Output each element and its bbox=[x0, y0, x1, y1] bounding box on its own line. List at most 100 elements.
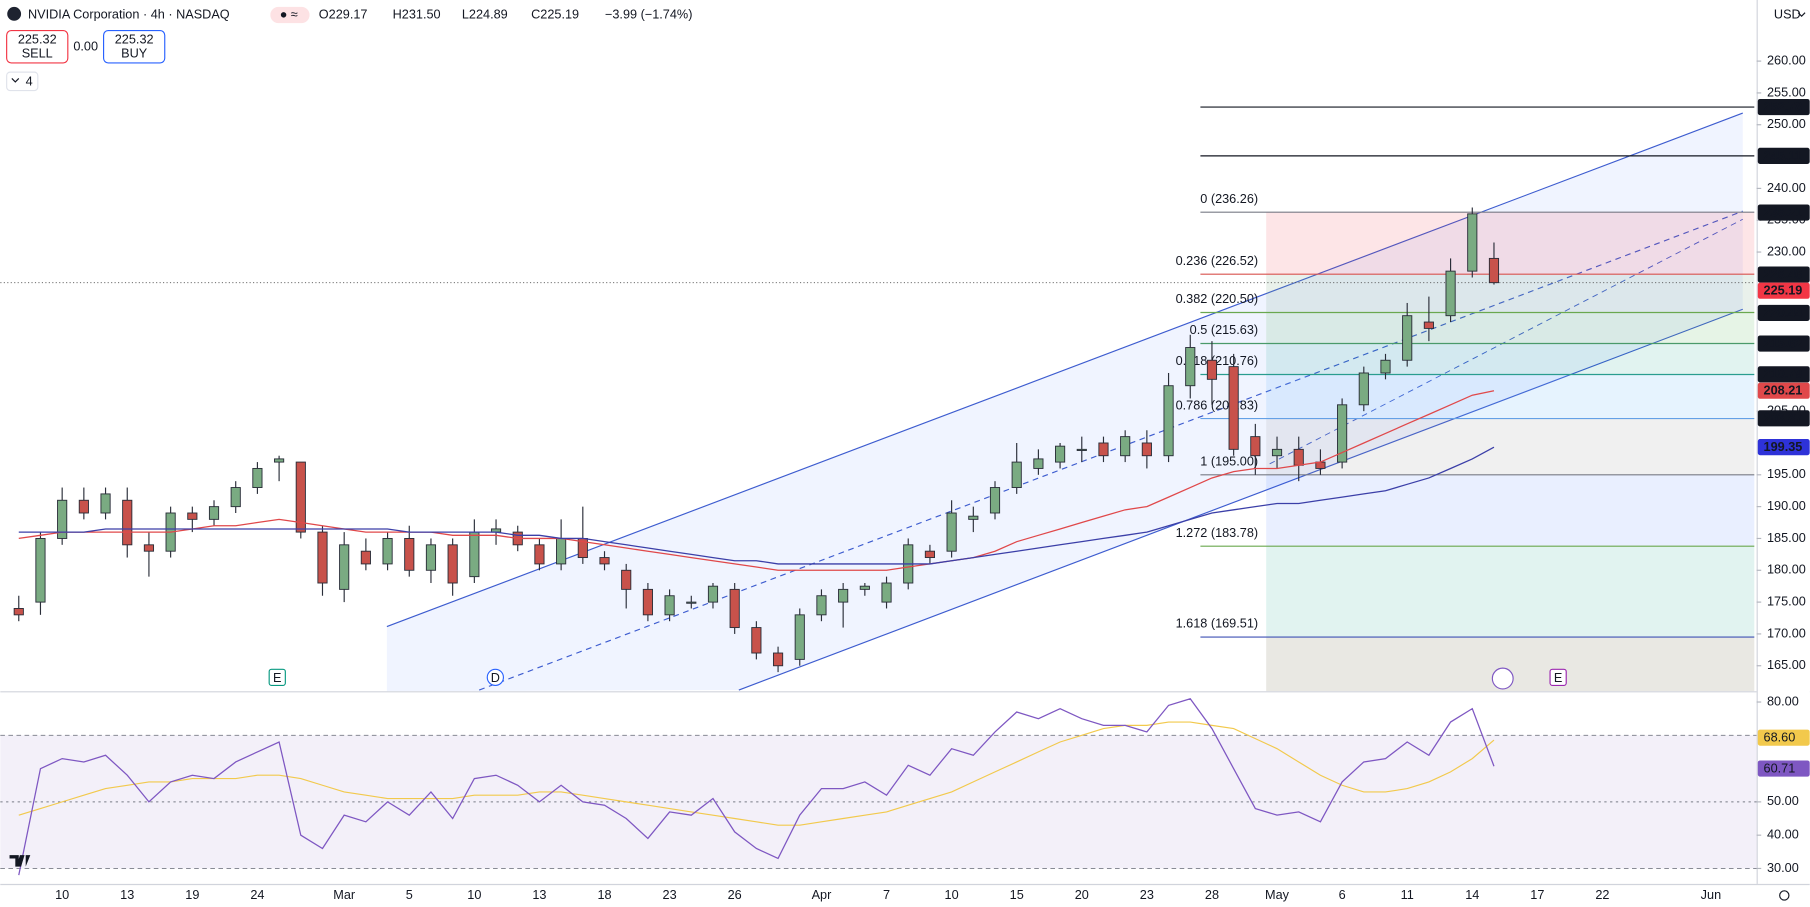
rsi-badge-label: 60.71 bbox=[1764, 761, 1796, 775]
price-badge-label: 236.21 bbox=[1764, 205, 1803, 219]
x-tick-label: 24 bbox=[250, 888, 264, 902]
candle-body bbox=[751, 627, 762, 654]
moving-average bbox=[18, 446, 1495, 565]
candle-body bbox=[57, 499, 68, 539]
candle-body bbox=[1011, 461, 1022, 489]
fib-zone bbox=[1266, 343, 1755, 375]
price-badge bbox=[1757, 304, 1810, 321]
candle-body bbox=[187, 512, 198, 520]
channel-lower bbox=[738, 308, 1743, 691]
event-marker bbox=[486, 668, 505, 687]
y-tick-label: 250.00 bbox=[1767, 117, 1806, 131]
settings-icon[interactable] bbox=[1779, 890, 1790, 901]
candle-body bbox=[1337, 404, 1348, 463]
candle-body bbox=[1228, 366, 1239, 450]
candle-body bbox=[686, 601, 697, 604]
price-badge bbox=[1757, 439, 1810, 456]
candle-body bbox=[100, 493, 111, 514]
buy-label[interactable]: BUY bbox=[121, 47, 148, 61]
x-tick-label: 19 bbox=[185, 888, 199, 902]
buy-button[interactable] bbox=[103, 30, 166, 64]
rsi-y-tick-label: 40.00 bbox=[1767, 828, 1799, 842]
x-tick-label: 20 bbox=[1075, 888, 1089, 902]
price-badge bbox=[1757, 204, 1810, 221]
y-tick-label: 190.00 bbox=[1767, 499, 1806, 513]
spread: 0.00 bbox=[73, 40, 98, 54]
sell-label[interactable]: SELL bbox=[22, 47, 53, 61]
fib-label: 1.272 (183.78) bbox=[1176, 526, 1259, 540]
event-label: E bbox=[1554, 671, 1562, 685]
currency[interactable]: USD bbox=[1774, 7, 1801, 21]
candle-body bbox=[404, 537, 415, 571]
indicator-toggle[interactable] bbox=[6, 71, 39, 92]
x-tick-label: Jun bbox=[1701, 888, 1721, 902]
fib-group: 0 (236.26) 0.236 (226.52) 0.382 (220.50) 0.… bbox=[0, 106, 1755, 692]
candle-body bbox=[252, 467, 263, 489]
event-label: E bbox=[273, 671, 281, 685]
candle-body bbox=[1163, 385, 1174, 457]
candle-body bbox=[317, 531, 328, 584]
candle-body bbox=[1185, 347, 1196, 387]
event-marker bbox=[1549, 668, 1567, 687]
fib-zone bbox=[1266, 274, 1755, 313]
fib-zone bbox=[1266, 474, 1755, 547]
sell-button[interactable] bbox=[6, 30, 69, 64]
labels: 260.00255.00250.00240.00235.00230.00205.… bbox=[55, 53, 1810, 902]
sell-price[interactable]: 225.32 bbox=[18, 33, 57, 47]
candle-body bbox=[447, 544, 458, 584]
price-badge-label: 220.44 bbox=[1764, 306, 1803, 320]
fib-label: 1.618 (169.51) bbox=[1176, 617, 1259, 631]
candle-body bbox=[838, 588, 849, 603]
x-tick-label: 28 bbox=[1205, 888, 1219, 902]
candle-body bbox=[13, 608, 24, 616]
status-pill bbox=[270, 6, 310, 24]
candle-body bbox=[599, 557, 610, 565]
candle-body bbox=[621, 569, 632, 590]
fib-zone bbox=[1266, 312, 1755, 344]
candle-body bbox=[534, 544, 545, 565]
candle-body bbox=[968, 515, 979, 520]
candle-body bbox=[382, 537, 393, 565]
price-badge bbox=[1757, 410, 1810, 427]
x-tick-label: 14 bbox=[1465, 888, 1479, 902]
rsi-y-tick-label: 30.00 bbox=[1767, 861, 1799, 875]
x-tick-label: 10 bbox=[467, 888, 481, 902]
fib-zone bbox=[1266, 418, 1755, 475]
ohlc-close: C225.19 bbox=[531, 7, 579, 21]
candle-body bbox=[1445, 270, 1456, 317]
fib-zone bbox=[1266, 546, 1755, 638]
channel-mid-2 bbox=[1269, 218, 1743, 465]
price-badge bbox=[1757, 366, 1810, 383]
candle-body bbox=[1141, 442, 1152, 457]
buy-price[interactable]: 225.32 bbox=[115, 33, 154, 47]
y-tick-label: 170.00 bbox=[1767, 626, 1806, 640]
candle-body bbox=[1423, 321, 1434, 329]
header: NVIDIA Corporation · 4h · NASDAQ ● ≈ O22… bbox=[6, 6, 1806, 901]
price-badge-label: 245.11 bbox=[1764, 149, 1802, 163]
x-tick-label: May bbox=[1265, 888, 1290, 902]
candle-body bbox=[230, 487, 241, 508]
rsi-line bbox=[18, 697, 1495, 876]
rsi-badge bbox=[1757, 729, 1810, 746]
event-marker bbox=[1491, 667, 1514, 690]
candle-body bbox=[772, 652, 784, 667]
candle-body bbox=[469, 531, 480, 578]
candle-body bbox=[1055, 445, 1066, 463]
fib-label: 0.236 (226.52) bbox=[1176, 254, 1259, 268]
candle-body bbox=[859, 585, 870, 590]
y-tick-label: 175.00 bbox=[1767, 594, 1806, 608]
indicator-count[interactable]: 4 bbox=[26, 74, 33, 88]
chevron bbox=[11, 78, 20, 83]
price-badge bbox=[1757, 382, 1810, 399]
candle-body bbox=[1033, 458, 1044, 469]
x-tick-label: 10 bbox=[945, 888, 959, 902]
y-tick-label: 230.00 bbox=[1767, 244, 1806, 258]
candle-body bbox=[143, 544, 155, 552]
price-badge-label: 226.46 bbox=[1764, 268, 1803, 282]
ohlc-low: L224.89 bbox=[462, 7, 508, 21]
candle-body bbox=[729, 588, 740, 629]
